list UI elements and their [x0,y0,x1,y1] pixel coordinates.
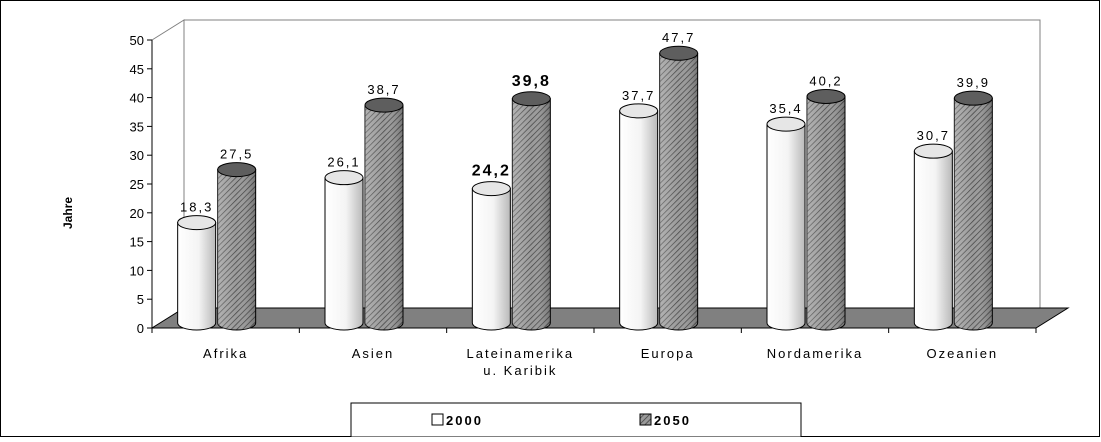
x-category-label: Afrika [203,346,248,361]
bar-shade [807,96,845,330]
bar-top [659,45,699,61]
data-label: 24,2 [472,163,511,180]
y-tick-label: 15 [130,235,144,250]
data-label: 27,5 [220,147,253,162]
y-tick-label: 30 [130,148,144,163]
bar-top [217,162,257,178]
y-tick-label: 5 [137,292,144,307]
bar-top [177,215,217,231]
data-label: 35,4 [769,101,802,116]
bar-shade [512,98,551,331]
legend-label-2000: 2000 [446,413,483,428]
y-tick-label: 0 [137,321,144,336]
bar-2000 [177,222,217,331]
plot-area: 0 5 10 15 20 25 30 35 40 45 50 Afrika 18,3 27,5 Asien 2… [130,19,1070,378]
legend-swatch-2000 [431,413,444,426]
bar-top [913,143,953,159]
bar-2000 [619,110,659,331]
data-label: 38,7 [367,82,400,97]
x-category-label: Nordamerika [767,346,863,361]
y-tick-label: 25 [130,177,144,192]
bar-shade [659,53,698,331]
bar-top [471,181,511,197]
x-category-label: Lateinamerika [467,346,575,361]
legend-swatch-2050 [639,413,652,426]
bar-shade [217,169,256,331]
data-label: 39,9 [957,75,990,90]
legend-label-2050: 2050 [654,413,691,428]
bar-shade [954,98,993,331]
bar-top [364,97,404,113]
y-tick-label: 20 [130,206,144,221]
bar-shade [365,105,403,330]
x-category-label: Ozeanien [927,346,999,361]
bar-top [619,103,659,119]
y-tick-label: 40 [130,91,144,106]
y-tick-label: 35 [130,119,144,134]
bar-2000 [324,177,364,331]
x-category-label: u. Karibik [483,363,557,378]
bar-top [766,116,806,132]
data-label: 47,7 [662,30,695,45]
y-tick-label: 45 [130,62,144,77]
data-label: 39,8 [512,73,551,90]
bar-top [511,91,551,107]
data-label: 37,7 [622,88,655,103]
data-label: 18,3 [180,200,213,215]
bar-2000 [913,150,953,331]
bar-2000 [766,123,806,331]
data-label: 30,7 [917,128,950,143]
legend: 2000 2050 [350,402,802,438]
bar-top [953,90,993,106]
bar-top [324,170,364,186]
y-tick-label: 10 [130,263,144,278]
data-label: 26,1 [327,155,360,170]
x-category-label: Asien [352,346,395,361]
bar-top [806,88,846,104]
data-label: 40,2 [809,73,842,88]
y-axis-title: Jahre [61,197,75,229]
y-tick-label: 50 [130,33,144,48]
bar-2000 [471,188,511,331]
x-category-label: Europa [641,346,695,361]
